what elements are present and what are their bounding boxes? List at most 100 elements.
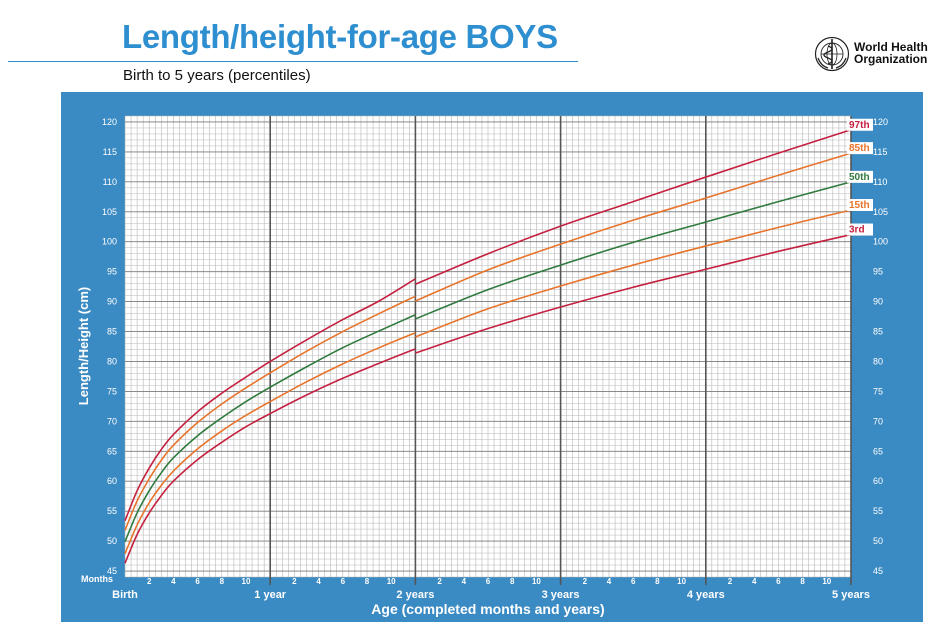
who-logo: World Health Organization <box>814 36 934 76</box>
month-tick-label: 2 <box>583 577 588 586</box>
month-tick-label: 8 <box>220 577 225 586</box>
y-tick-label-right: 50 <box>873 536 883 546</box>
percentile-label-97th: 97th <box>849 120 870 131</box>
who-name: World Health Organization <box>854 41 928 65</box>
y-tick-label-left: 120 <box>102 117 117 127</box>
month-tick-label: 4 <box>171 577 176 586</box>
percentile-line-85th-height <box>415 152 852 302</box>
y-tick-label-right: 70 <box>873 416 883 426</box>
percentile-line-3rd-length <box>124 348 416 564</box>
y-tick-label-right: 115 <box>873 147 887 157</box>
grid-minor <box>124 115 852 578</box>
grid-major <box>269 116 852 585</box>
month-tick-label: 6 <box>341 577 346 586</box>
year-label: 1 year <box>254 589 287 601</box>
who-name-line2: Organization <box>854 52 928 66</box>
y-tick-label-left: 105 <box>102 207 117 217</box>
y-tick-label-left: 70 <box>107 416 117 426</box>
month-tick-label: 2 <box>292 577 297 586</box>
month-tick-label: 8 <box>655 577 660 586</box>
percentile-label-bg <box>847 118 873 131</box>
percentile-label-15th: 15th <box>849 200 870 211</box>
y-tick-label-right: 120 <box>873 117 888 127</box>
year-label: 2 years <box>396 589 434 601</box>
percentile-label-bg <box>847 198 873 211</box>
percentile-labels: 3rd 15th 50th 85th 97th <box>847 118 873 236</box>
months-axis-label: Months <box>81 574 113 584</box>
percentile-label-3rd: 3rd <box>849 225 865 236</box>
month-tick-label: 4 <box>752 577 757 586</box>
month-tick-label: 8 <box>365 577 370 586</box>
y-tick-label-right: 100 <box>873 237 888 247</box>
percentile-label-bg <box>847 142 873 155</box>
y-tick-label-left: 110 <box>103 177 117 187</box>
y-tick-label-left: 90 <box>107 297 117 307</box>
y-tick-label-right: 110 <box>873 177 887 187</box>
y-axis-title: Length/Height (cm) <box>76 287 91 405</box>
y-axis-left: 45 50 55 60 65 70 75 80 85 90 95 100 105 110 115 120 <box>102 117 117 576</box>
y-tick-label-right: 90 <box>873 297 883 307</box>
year-label: 5 years <box>832 589 870 601</box>
month-tick-label: 6 <box>631 577 636 586</box>
month-tick-label: 2 <box>728 577 733 586</box>
percentile-line-3rd-height <box>415 233 852 354</box>
year-label: 4 years <box>687 589 725 601</box>
month-tick-label: 10 <box>677 577 686 586</box>
percentile-label-50th: 50th <box>849 172 870 183</box>
chart-title: Length/height-for-age BOYS <box>122 18 558 55</box>
y-tick-label-right: 60 <box>873 476 883 486</box>
month-tick-label: 6 <box>776 577 781 586</box>
y-tick-label-left: 60 <box>107 476 117 486</box>
chart-header: Length/height-for-age BOYS Birth to 5 ye… <box>0 0 937 90</box>
percentile-line-85th-length <box>124 295 416 531</box>
percentile-label-bg <box>847 170 873 183</box>
y-tick-label-left: 65 <box>107 446 117 456</box>
y-tick-label-left: 95 <box>107 267 117 277</box>
who-emblem-icon <box>814 36 850 72</box>
percentile-line-97th-length <box>124 278 416 522</box>
year-label: Birth <box>112 589 138 601</box>
y-tick-label-right: 65 <box>873 446 883 456</box>
y-tick-label-left: 100 <box>102 237 117 247</box>
y-tick-label-right: 45 <box>873 566 883 576</box>
y-tick-label-left: 80 <box>107 356 117 366</box>
month-tick-label: 4 <box>607 577 612 586</box>
y-tick-label-right: 95 <box>873 267 883 277</box>
y-tick-label-right: 85 <box>873 327 883 337</box>
x-axis-years: Birth 1 year 2 years 3 years 4 years 5 years <box>112 589 870 601</box>
month-tick-label: 10 <box>387 577 396 586</box>
percentile-label-bg <box>847 223 873 236</box>
month-tick-label: 6 <box>195 577 200 586</box>
month-tick-label: 6 <box>486 577 491 586</box>
month-tick-label: 4 <box>316 577 321 586</box>
percentile-line-15th-height <box>415 209 852 338</box>
y-tick-label-left: 85 <box>107 327 117 337</box>
title-underline <box>8 61 578 62</box>
month-tick-label: 2 <box>147 577 152 586</box>
who-name-line1: World Health <box>854 40 928 54</box>
y-tick-label-left: 115 <box>103 147 117 157</box>
y-tick-label-right: 105 <box>873 207 888 217</box>
percentile-lines <box>124 129 852 564</box>
month-tick-label: 10 <box>822 577 831 586</box>
month-tick-label: 2 <box>437 577 442 586</box>
chart-panel: 45 50 55 60 65 70 75 80 85 90 95 100 105 110 115 120 45… <box>61 92 923 622</box>
percentile-label-85th: 85th <box>849 143 870 154</box>
y-tick-label-left: 50 <box>107 536 117 546</box>
y-axis-right: 45 50 55 60 65 70 75 80 85 90 95 100 105 110 115 120 <box>873 117 888 576</box>
y-tick-label-right: 75 <box>873 386 883 396</box>
y-tick-label-right: 80 <box>873 356 883 366</box>
month-tick-label: 8 <box>510 577 515 586</box>
percentile-line-50th-height <box>415 181 852 320</box>
month-tick-label: 10 <box>242 577 251 586</box>
month-tick-label: 8 <box>800 577 805 586</box>
percentile-line-97th-height <box>415 129 852 285</box>
y-tick-label-left: 45 <box>107 566 117 576</box>
y-tick-label-right: 55 <box>873 506 883 516</box>
y-tick-label-left: 55 <box>107 506 117 516</box>
x-axis-months: 2 4 6 8 10 2 4 6 8 10 2 4 6 8 10 2 4 6 8 10 2 4 6 8 10 <box>147 577 832 586</box>
y-tick-label-left: 75 <box>107 386 117 396</box>
percentile-line-50th-length <box>124 314 416 542</box>
month-tick-label: 10 <box>532 577 541 586</box>
